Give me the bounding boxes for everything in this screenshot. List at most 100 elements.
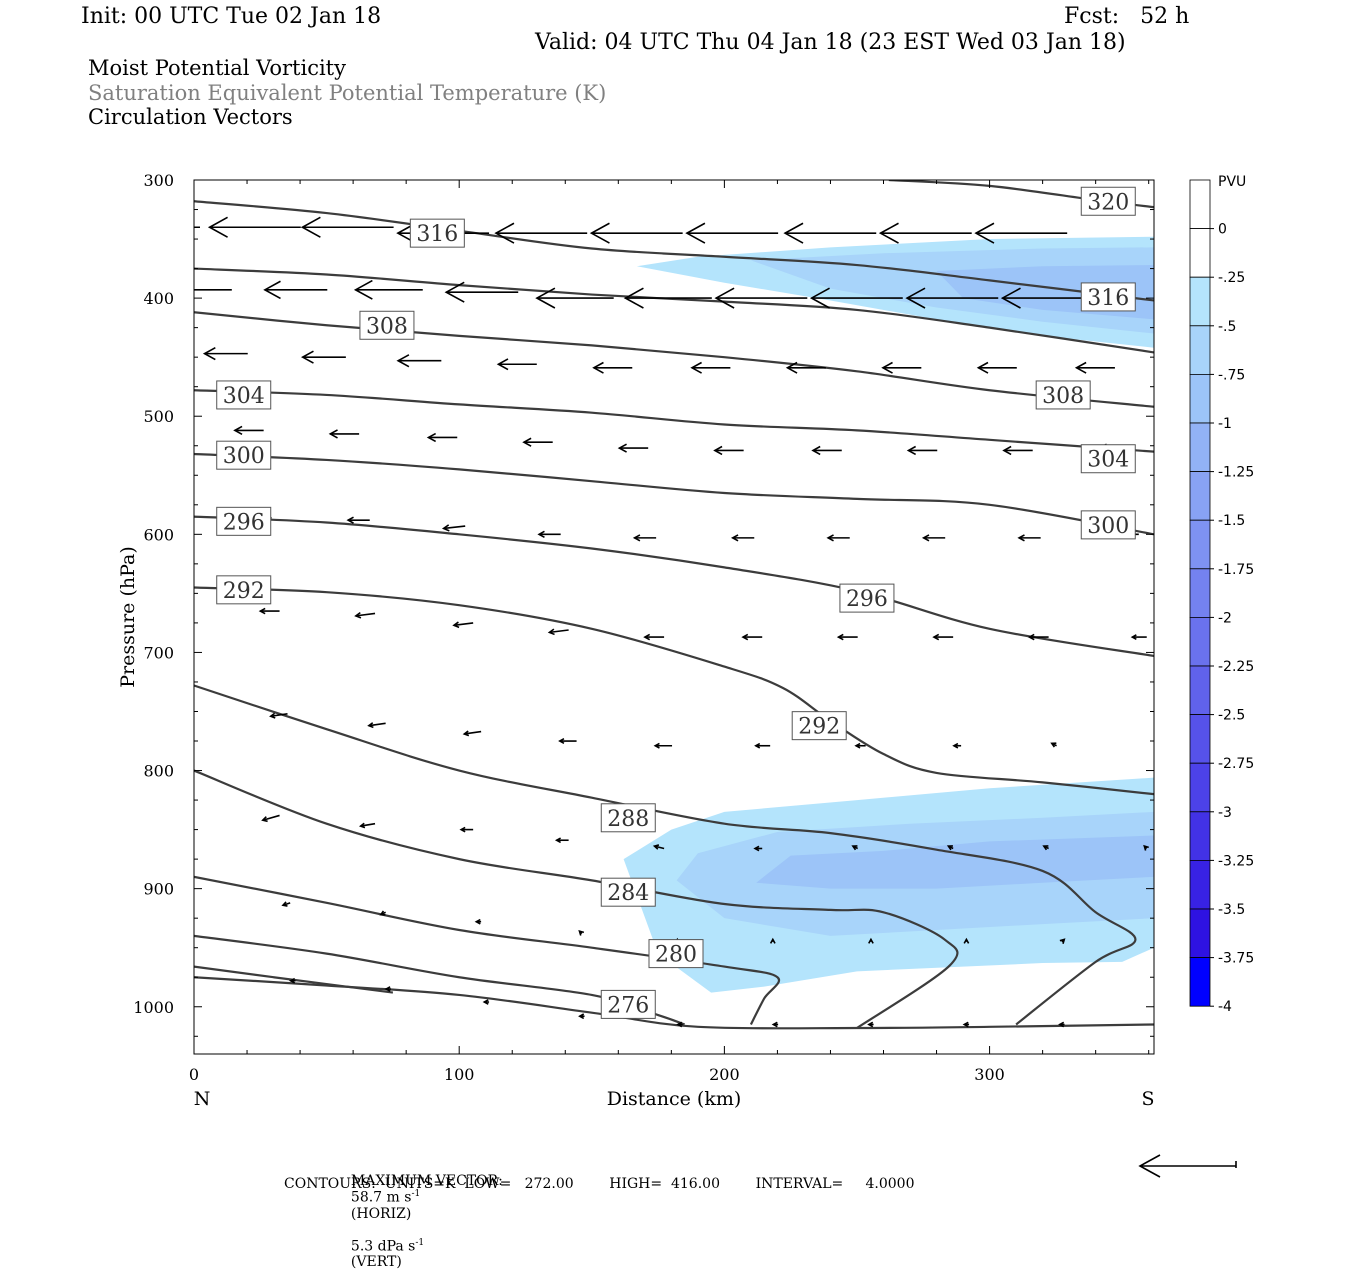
circulation-vector [867,1021,874,1028]
contour-label-text: 304 [1087,448,1129,473]
circulation-vector [346,516,370,524]
colorbar-swatch [1189,811,1211,861]
colorbar-swatch [1189,860,1211,910]
circulation-vector [482,999,490,1005]
circulation-vector [690,361,731,374]
circulation-vector [976,361,1017,374]
vector-head [109,217,127,237]
vector-head [384,986,391,992]
field-title-mpv: Moist Potential Vorticity [88,56,346,80]
vector-head [836,633,844,641]
colorbar-label: 0 [1218,222,1227,238]
circulation-vector [653,742,673,749]
vector-head [496,358,509,371]
colorbar-label: -2.75 [1218,756,1254,772]
vector-head [1143,844,1149,851]
contour-label-text: 316 [416,222,458,247]
vector-shaft [270,713,288,718]
vector-head [906,445,917,456]
circulation-vector [632,534,657,542]
contour-label-box [1080,510,1136,540]
vector-head [730,534,739,542]
contour-label-304: 304 [1080,444,1136,474]
circulation-vector [753,845,763,852]
x-tick-label: 100 [444,1065,475,1084]
circulation-vector [878,222,972,244]
vector-head [811,445,821,456]
vector-head [1002,445,1012,456]
cross-section-chart: 320 316 316 308 308 304 304 300 300 296 296 292 292 2… [109,171,1254,1178]
vector-head [444,281,465,303]
contour-label-296: 296 [839,583,895,613]
x-right-end-label: S [1141,1088,1154,1110]
circulation-vector [854,742,866,749]
circulation-vector [783,222,877,244]
theta-contour-304-4 [194,389,1154,453]
contour-label-284: 284 [600,877,656,907]
circulation-vector [396,354,442,368]
circulation-vector [623,287,712,309]
vector-head [459,826,466,833]
vector-head [263,280,281,300]
vector-head [652,844,660,850]
vector-head [207,216,228,238]
contour-label-text: 316 [1087,286,1129,311]
field-title-theta-es: Saturation Equivalent Potential Temperat… [88,81,607,105]
circulation-vector [652,844,665,850]
circulation-vector [785,361,826,374]
colorbar-label: -2 [1218,610,1232,626]
vector-head [714,287,735,309]
init-time: Init: 00 UTC Tue 02 Jan 18 [81,4,382,29]
contour-label-text: 308 [1042,384,1084,409]
vector-head [1017,534,1025,542]
circulation-vector [1027,633,1049,641]
vector-head [289,977,296,984]
vector-head [741,633,749,641]
vector-head [962,1021,969,1028]
circulation-vector [554,837,569,844]
circulation-vector [522,437,553,447]
contour-label-text: 300 [1087,514,1129,539]
contour-label-box [1035,380,1091,410]
contour-label-text: 296 [223,510,265,535]
contour-label-box [839,583,895,613]
circulation-vector [643,633,665,641]
vector-head [281,901,288,907]
contour-label-box [359,310,415,340]
circulation-vector [714,287,808,309]
contour-label-320: 320 [1080,186,1136,216]
vector-head [1074,361,1087,374]
circulation-vector [769,937,776,944]
reference-vector-head [1138,1154,1161,1178]
vector-head [426,432,437,443]
vector-head [952,742,959,749]
circulation-vector [851,845,859,851]
circulation-vector [558,738,577,745]
contour-label-text: 288 [607,807,649,832]
vector-shaft [453,622,474,627]
circulation-vector [921,534,946,542]
contour-label-text: 296 [846,587,888,612]
vector-head [494,222,515,244]
circulation-vector [685,222,779,244]
circulation-vector [207,216,301,238]
theta-contour-284-9 [194,769,959,1029]
contour-label-308: 308 [1035,380,1091,410]
forecast-hour: Fcst: 52 h [1064,4,1190,29]
contour-label-288: 288 [600,803,656,833]
colorbar-label: -1 [1218,416,1232,432]
vector-head [354,611,362,619]
circulation-vector [1002,445,1033,456]
vector-head [1058,1021,1065,1028]
circulation-vector [535,287,614,309]
max-vert-unit: (VERT) [350,1254,402,1270]
theta-contour-288-8 [194,684,1137,1026]
vector-head [769,937,776,944]
colorbar-swatch [1189,957,1211,1007]
colorbar-title: PVU [1218,174,1246,190]
circulation-vector [713,445,744,456]
theta-contour-280-10 [194,875,781,1025]
contour-label-316: 316 [1080,282,1136,312]
colorbar-label: -3.5 [1218,902,1245,918]
colorbar-swatch [1189,714,1211,764]
